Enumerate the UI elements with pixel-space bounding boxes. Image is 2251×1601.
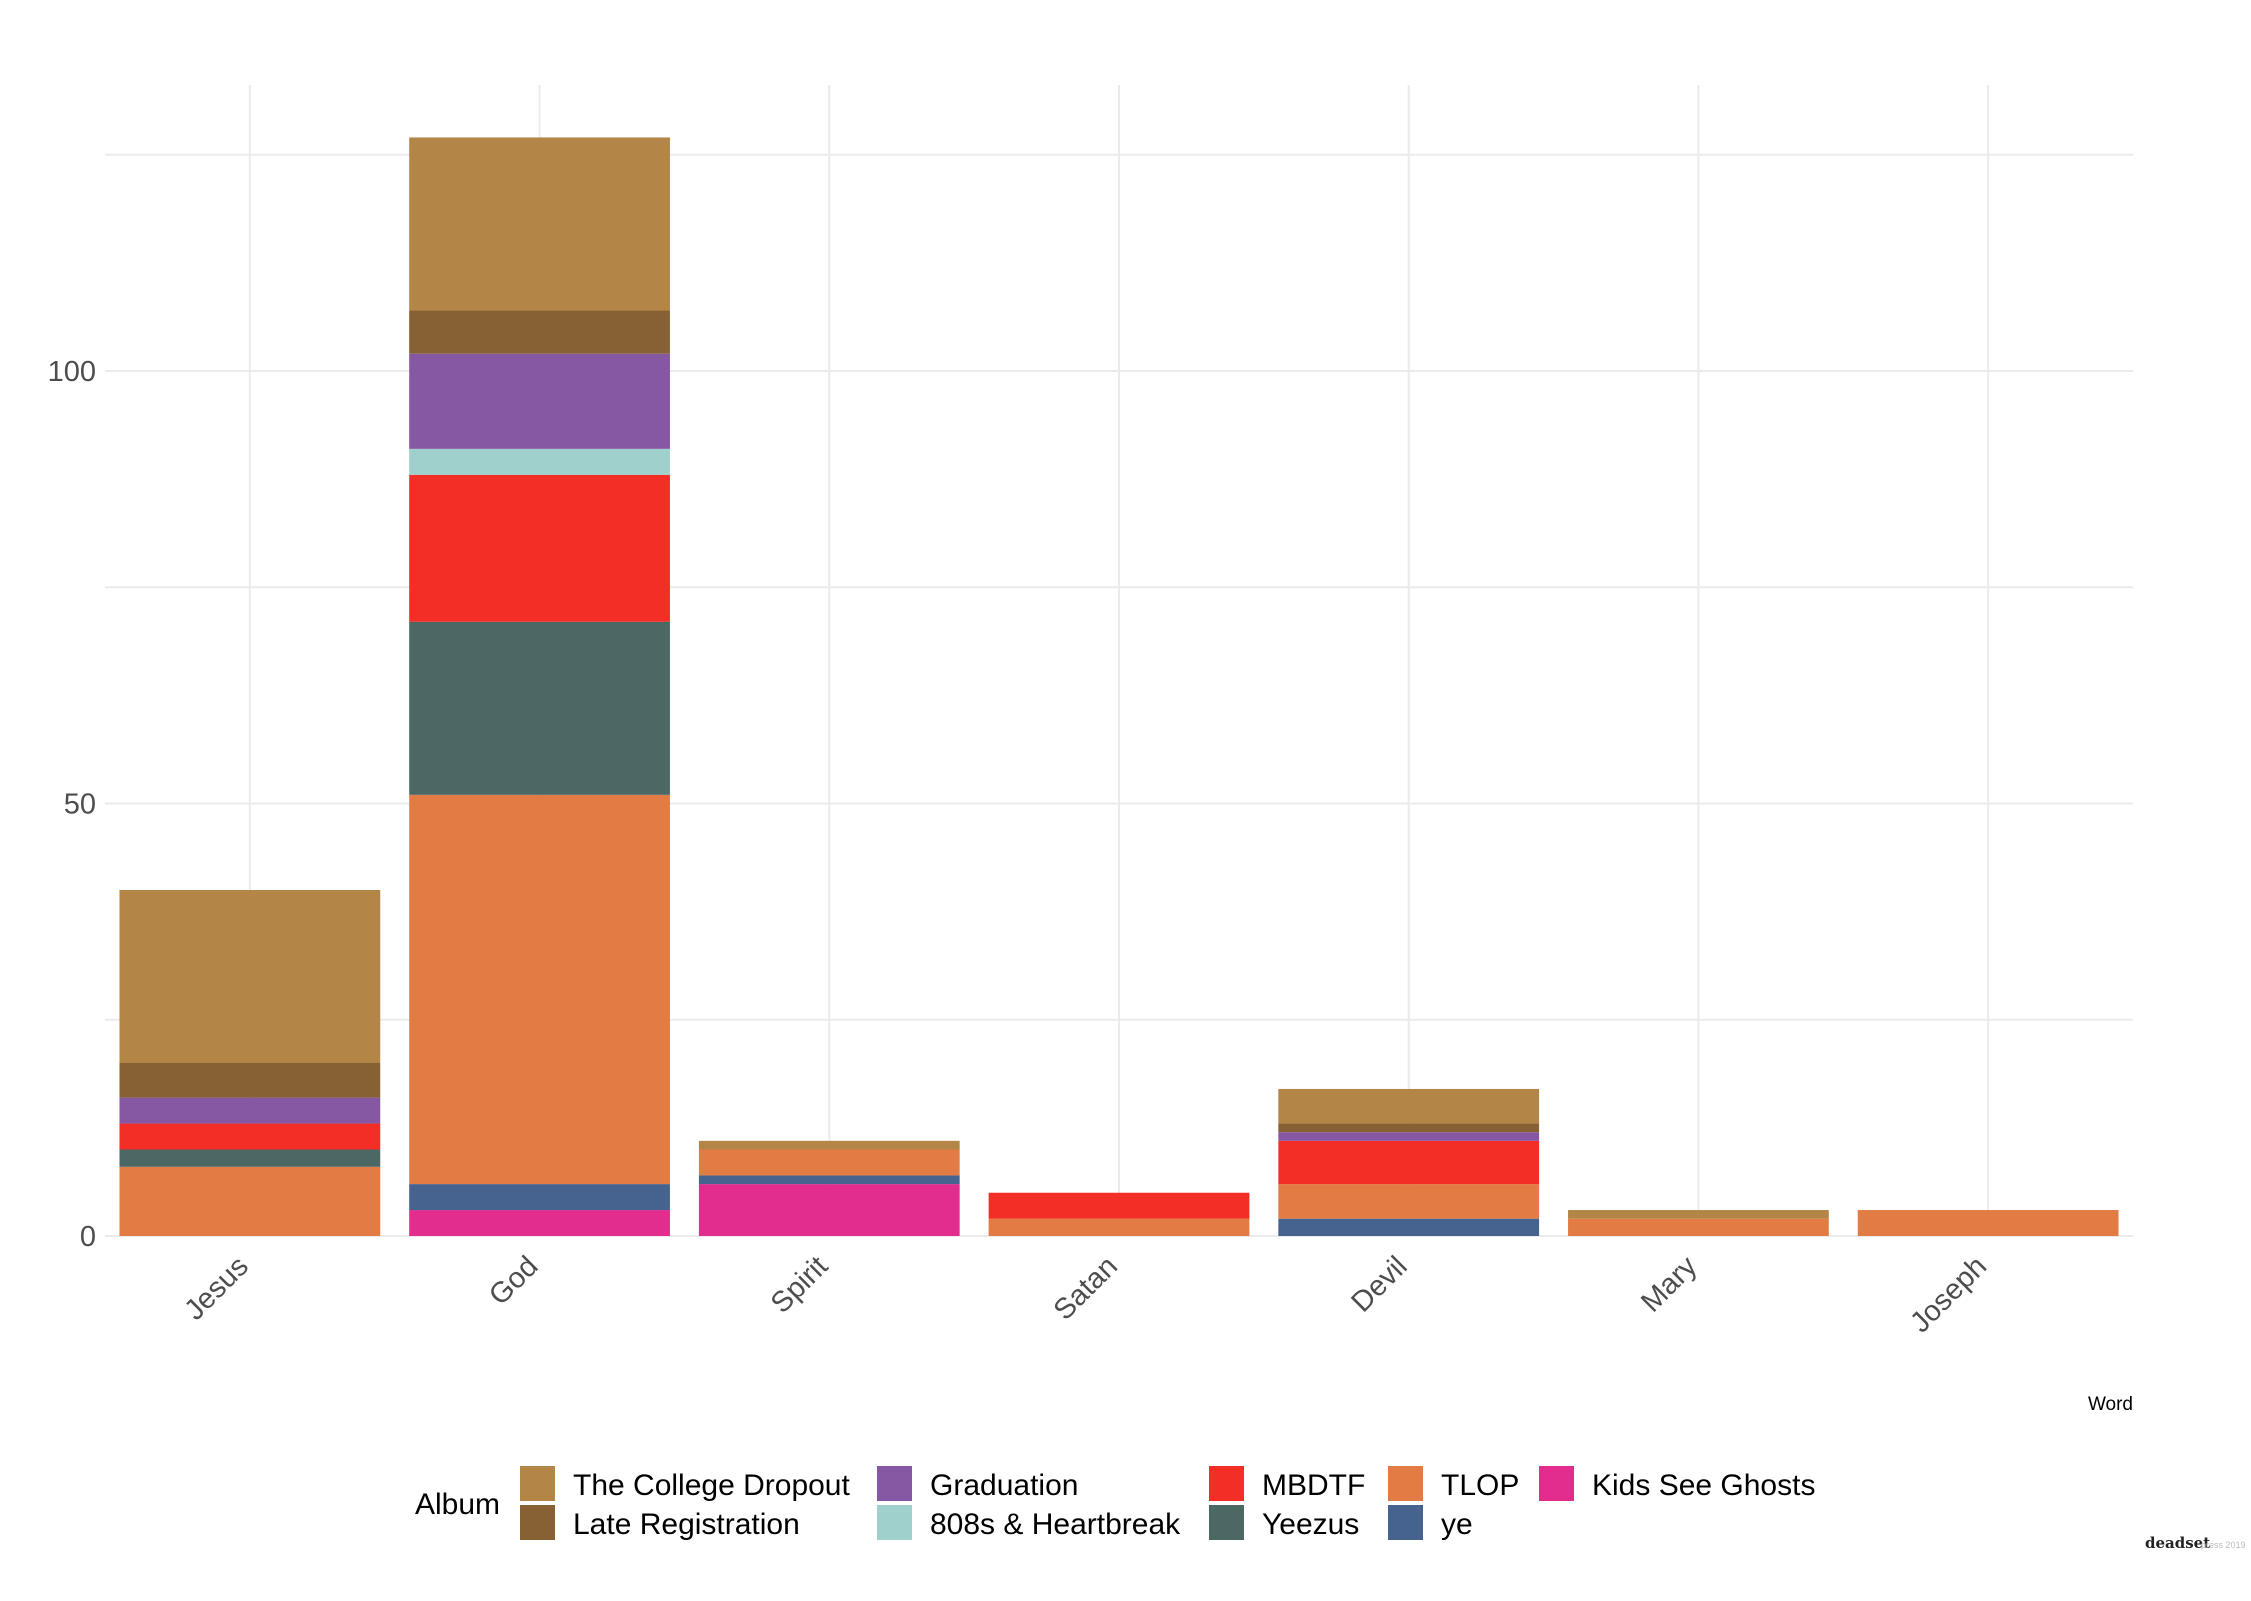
legend-label: 808s & Heartbreak — [930, 1508, 1181, 1541]
bar-segment — [119, 1063, 381, 1098]
bar-segment — [698, 1140, 960, 1150]
legend-swatch — [520, 1505, 555, 1540]
watermark: deadset press 2019 — [2145, 1534, 2246, 1552]
bar-segment — [698, 1184, 960, 1236]
bar-segment — [698, 1149, 960, 1176]
bar-segment — [1278, 1132, 1540, 1141]
y-tick-label: 100 — [48, 356, 96, 388]
bars — [119, 137, 2119, 1236]
legend-swatch — [877, 1466, 912, 1501]
legend-swatch — [1388, 1466, 1423, 1501]
legend-swatch — [1209, 1466, 1244, 1501]
bar-segment — [409, 474, 670, 622]
legend-label: Graduation — [930, 1469, 1078, 1502]
bar-segment — [1568, 1210, 1829, 1219]
y-tick-label: 50 — [64, 789, 96, 821]
watermark-suffix: press 2019 — [2201, 1540, 2246, 1550]
bar-segment — [409, 137, 670, 311]
legend-label: Yeezus — [1262, 1508, 1359, 1541]
bar-segment — [409, 1184, 670, 1211]
bar-segment — [409, 448, 670, 475]
legend-label: ye — [1441, 1508, 1473, 1541]
legend-label: The College Dropout — [573, 1469, 850, 1502]
bar-segment — [409, 1210, 670, 1236]
bar-segment — [1278, 1218, 1540, 1236]
legend-label: MBDTF — [1262, 1469, 1365, 1502]
x-axis-title: Word — [2088, 1394, 2133, 1415]
legend-swatch — [1539, 1466, 1574, 1501]
bar-segment — [1278, 1123, 1540, 1133]
legend-label: Late Registration — [573, 1508, 800, 1541]
legend: Album The College Dropout Late Registratio… — [415, 1466, 1815, 1541]
legend-swatch — [520, 1466, 555, 1501]
legend-title: Album — [415, 1488, 500, 1521]
bar-segment — [119, 1097, 381, 1124]
legend-swatch — [877, 1505, 912, 1540]
legend-swatch — [1388, 1505, 1423, 1540]
legend-label: Kids See Ghosts — [1592, 1469, 1815, 1502]
bar-segment — [1278, 1140, 1540, 1185]
bar-segment — [409, 621, 670, 795]
y-tick-label: 0 — [80, 1221, 96, 1253]
bar-segment — [119, 1149, 381, 1167]
bar-segment — [988, 1218, 1250, 1236]
bar-segment — [1568, 1218, 1829, 1236]
bar-segment — [119, 890, 381, 1063]
bar-segment — [409, 353, 670, 449]
watermark-brand: deadset — [2145, 1534, 2210, 1552]
bar-segment — [409, 794, 670, 1185]
bar-segment — [409, 310, 670, 354]
bar-segment — [1278, 1088, 1540, 1124]
bar-segment — [119, 1166, 381, 1236]
legend-label: TLOP — [1441, 1469, 1519, 1502]
bar-segment — [1857, 1210, 2119, 1236]
bar-segment — [119, 1123, 381, 1150]
bar-segment — [988, 1192, 1250, 1219]
bar-segment — [698, 1175, 960, 1185]
legend-swatch — [1209, 1505, 1244, 1540]
bar-segment — [1278, 1184, 1540, 1219]
